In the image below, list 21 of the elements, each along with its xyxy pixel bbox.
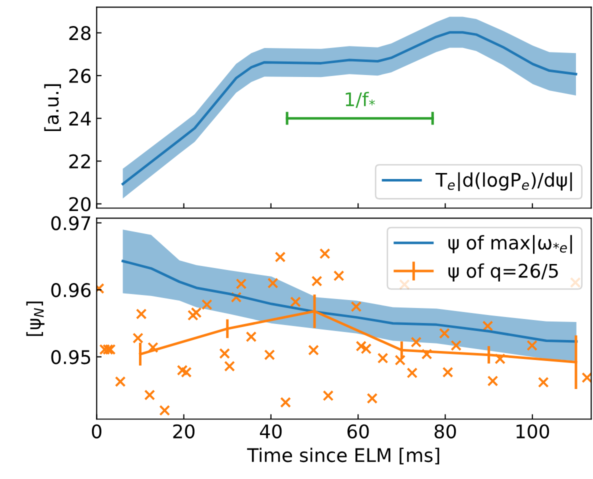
y-axis-title: [ψ$_{N}$]	[26, 302, 44, 336]
y-tick-label: 28	[69, 26, 91, 40]
y-tick-label: 0.96	[51, 283, 91, 298]
annotation: 1/f$_{*}$	[346, 92, 375, 108]
x-tick-label: 40	[260, 424, 282, 438]
y-tick-label: 0.95	[51, 350, 90, 364]
legend-label: ψ of q=26/5	[448, 263, 558, 282]
y-tick-label: 0.97	[51, 216, 90, 230]
y-tick-label: 22	[69, 154, 90, 168]
y-axis-title: [a.u.]	[44, 84, 61, 132]
x-tick-label: 20	[173, 424, 194, 438]
y-tick-label: 20	[69, 197, 91, 212]
legend-label: ψ of max|ω$_{*e}$|	[448, 235, 572, 254]
x-tick-label: 60	[347, 424, 369, 438]
y-tick-label: 26	[69, 68, 91, 83]
legend-label: T$_{e}$|d(logP$_{e}$)/dψ|	[436, 172, 572, 192]
x-tick-label: 100	[516, 424, 550, 438]
x-tick-label: 0	[92, 424, 102, 438]
y-tick-label: 24	[69, 112, 91, 126]
x-tick-label: 80	[434, 424, 456, 438]
x-axis-title: Time since ELM [ms]	[247, 448, 440, 464]
